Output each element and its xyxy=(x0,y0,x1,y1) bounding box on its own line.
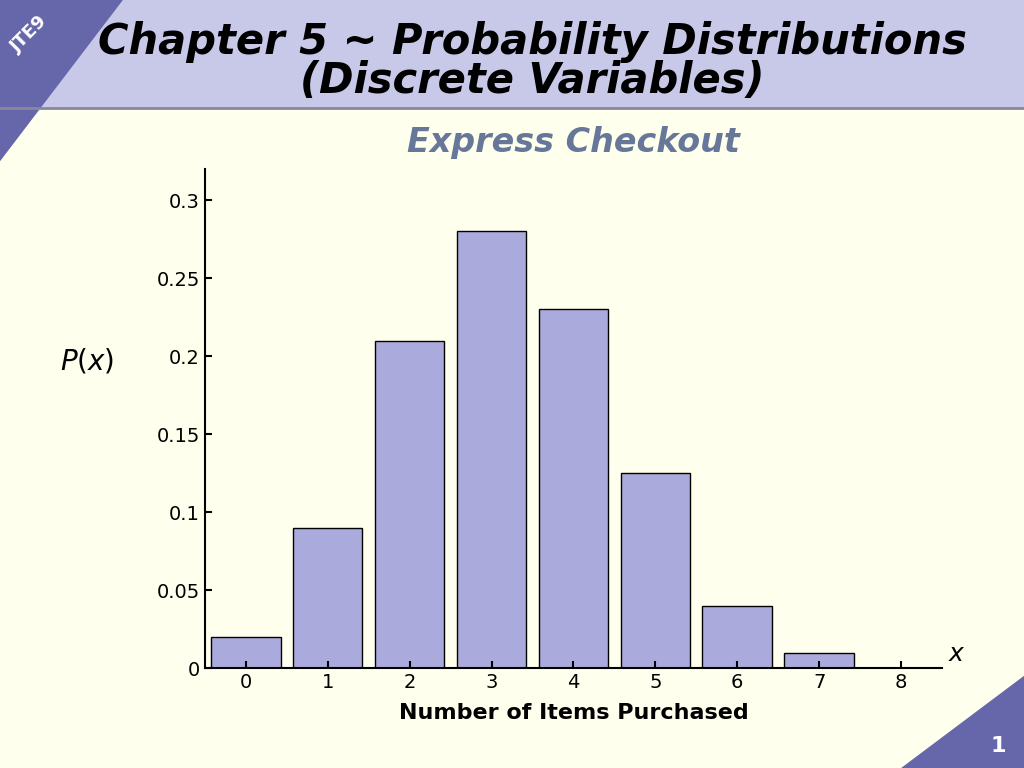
Text: Chapter 5 ~ Probability Distributions: Chapter 5 ~ Probability Distributions xyxy=(98,22,967,63)
Bar xyxy=(293,528,362,668)
Bar xyxy=(211,637,281,668)
Bar xyxy=(375,340,444,668)
Title: Express Checkout: Express Checkout xyxy=(407,126,740,159)
X-axis label: Number of Items Purchased: Number of Items Purchased xyxy=(398,703,749,723)
Bar xyxy=(702,606,772,668)
Text: JTE9: JTE9 xyxy=(7,13,50,56)
Text: 1: 1 xyxy=(990,737,1007,756)
Bar xyxy=(784,653,854,668)
Text: $P(x)$: $P(x)$ xyxy=(59,346,115,376)
Bar xyxy=(539,310,608,668)
Text: $x$: $x$ xyxy=(947,642,966,667)
Bar xyxy=(621,473,690,668)
Bar xyxy=(457,231,526,668)
Text: (Discrete Variables): (Discrete Variables) xyxy=(300,60,765,101)
